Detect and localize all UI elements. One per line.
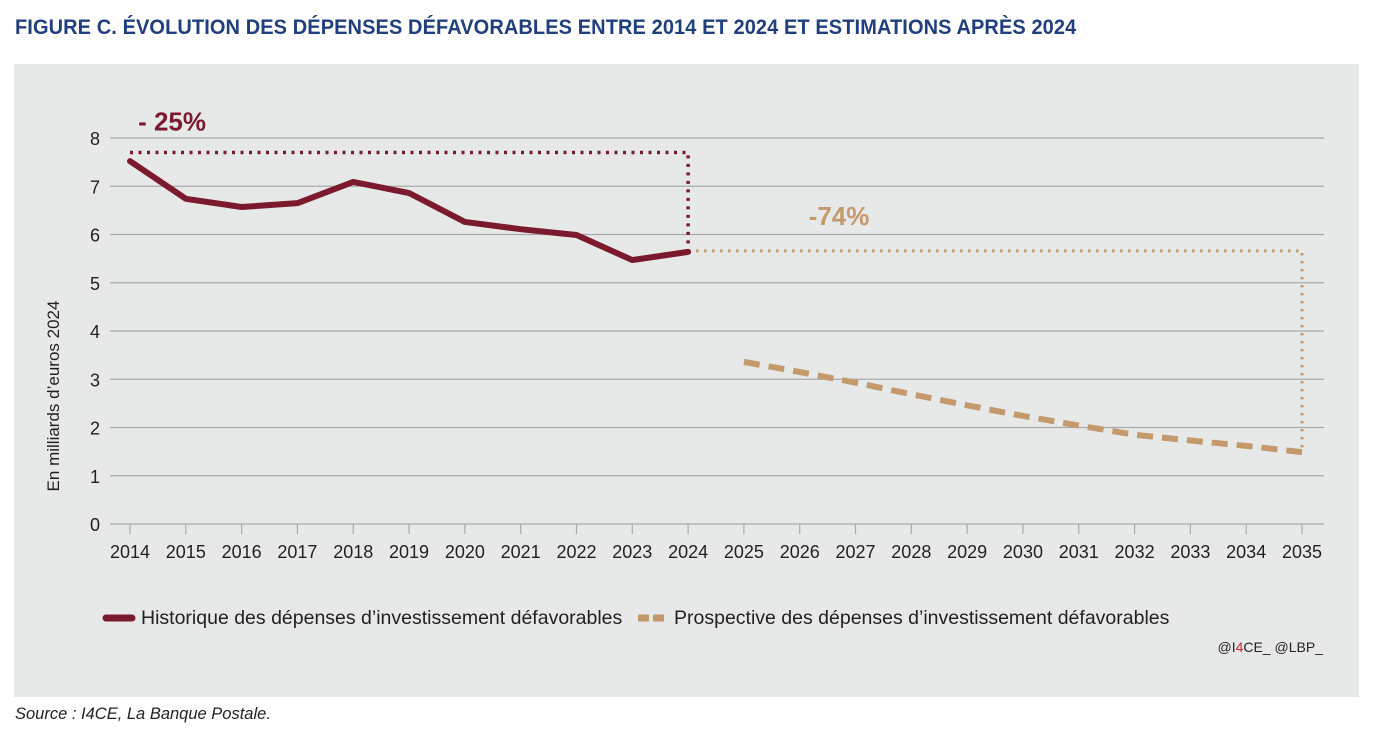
x-tick-label: 2029 bbox=[947, 542, 987, 562]
x-tick-label: 2023 bbox=[612, 542, 652, 562]
y-tick-label: 6 bbox=[90, 226, 100, 246]
legend-label-historique: Historique des dépenses d’investissement… bbox=[141, 607, 623, 629]
x-tick-label: 2022 bbox=[556, 542, 596, 562]
y-tick-label: 2 bbox=[90, 419, 100, 439]
series-line-historique bbox=[127, 158, 692, 264]
x-tick-label: 2025 bbox=[724, 542, 764, 562]
x-tick-label: 2020 bbox=[445, 542, 485, 562]
y-tick-label: 3 bbox=[90, 370, 100, 390]
bracket-0 bbox=[130, 150, 690, 247]
x-tick-label: 2028 bbox=[891, 542, 931, 562]
annotation-minus-25: - 25% bbox=[138, 106, 206, 136]
y-axis-label: En milliards d’euros 2024 bbox=[44, 301, 63, 492]
x-tick-label: 2018 bbox=[333, 542, 373, 562]
x-tick-label: 2033 bbox=[1170, 542, 1210, 562]
figure-title: FIGURE C. ÉVOLUTION DES DÉPENSES DÉFAVOR… bbox=[15, 15, 1077, 39]
y-tick-label: 8 bbox=[90, 129, 100, 149]
source-note: Source : I4CE, La Banque Postale. bbox=[15, 705, 271, 723]
x-axis: 2014 2015 2016 2017 2018 2019 2020 2021 2022 2023… bbox=[110, 524, 1322, 562]
x-tick-label: 2024 bbox=[668, 542, 708, 562]
x-tick-label: 2026 bbox=[780, 542, 820, 562]
x-tick-label: 2014 bbox=[110, 542, 150, 562]
x-tick-label: 2035 bbox=[1282, 542, 1322, 562]
legend-item-historique[interactable]: Historique des dépenses d’investissement… bbox=[102, 607, 623, 629]
y-tick-label: 5 bbox=[90, 274, 100, 294]
x-tick-label: 2031 bbox=[1059, 542, 1099, 562]
legend-item-prospective[interactable]: Prospective des dépenses d’investissemen… bbox=[638, 607, 1170, 629]
x-tick-label: 2017 bbox=[277, 542, 317, 562]
social-credit: @I4CE_ @LBP_ bbox=[1218, 639, 1324, 655]
series-group bbox=[127, 158, 1303, 456]
x-tick-label: 2032 bbox=[1115, 542, 1155, 562]
x-tick-label: 2019 bbox=[389, 542, 429, 562]
x-tick-label: 2021 bbox=[501, 542, 541, 562]
x-tick-label: 2015 bbox=[166, 542, 206, 562]
annotation-brackets bbox=[130, 150, 1304, 452]
y-axis: 0 1 2 3 4 5 6 7 8 bbox=[90, 129, 100, 535]
y-tick-label: 7 bbox=[90, 177, 100, 197]
x-tick-label: 2030 bbox=[1003, 542, 1043, 562]
gridlines bbox=[110, 137, 1324, 525]
series-line-prospective bbox=[743, 358, 1303, 456]
credit-part-1: @I bbox=[1218, 639, 1236, 655]
legend: Historique des dépenses d’investissement… bbox=[102, 607, 1170, 629]
credit-part-3: CE_ @LBP_ bbox=[1243, 639, 1323, 655]
bracket-1 bbox=[688, 249, 1304, 452]
y-tick-label: 1 bbox=[90, 467, 100, 487]
legend-label-prospective: Prospective des dépenses d’investissemen… bbox=[674, 607, 1170, 629]
credit-accent: 4 bbox=[1236, 639, 1244, 655]
x-tick-label: 2027 bbox=[836, 542, 876, 562]
annotation-minus-74: -74% bbox=[809, 201, 870, 231]
x-tick-label: 2016 bbox=[222, 542, 262, 562]
x-tick-label: 2034 bbox=[1226, 542, 1266, 562]
y-tick-label: 4 bbox=[90, 322, 100, 342]
y-tick-label: 0 bbox=[90, 515, 100, 535]
